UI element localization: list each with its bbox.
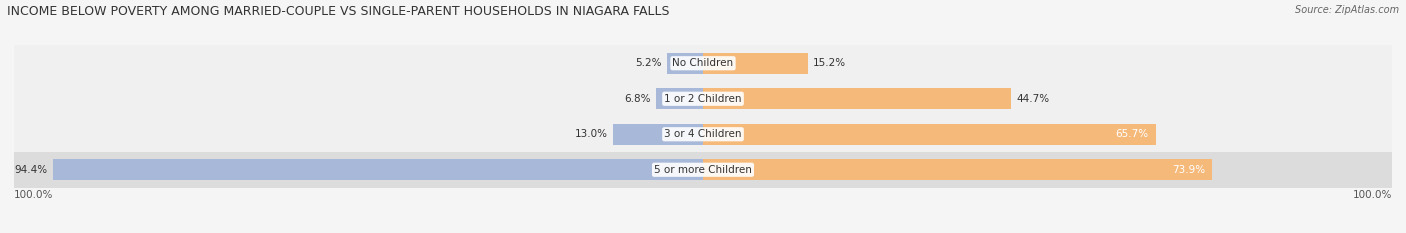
Bar [52, 159, 703, 180]
Text: 100.0%: 100.0% [14, 190, 53, 200]
Text: 6.8%: 6.8% [624, 94, 651, 104]
Bar [613, 123, 703, 145]
Bar [668, 53, 703, 74]
Text: 13.0%: 13.0% [575, 129, 607, 139]
Text: 94.4%: 94.4% [14, 165, 48, 175]
Bar [703, 88, 1011, 110]
Text: Source: ZipAtlas.com: Source: ZipAtlas.com [1295, 5, 1399, 15]
Bar [703, 159, 1212, 180]
Text: INCOME BELOW POVERTY AMONG MARRIED-COUPLE VS SINGLE-PARENT HOUSEHOLDS IN NIAGARA: INCOME BELOW POVERTY AMONG MARRIED-COUPL… [7, 5, 669, 18]
Bar [14, 152, 1392, 188]
Text: 15.2%: 15.2% [813, 58, 846, 68]
Bar [703, 123, 1156, 145]
Text: 5 or more Children: 5 or more Children [654, 165, 752, 175]
Text: No Children: No Children [672, 58, 734, 68]
Bar [14, 45, 1392, 81]
Text: 1 or 2 Children: 1 or 2 Children [664, 94, 742, 104]
Bar [657, 88, 703, 110]
Bar [14, 81, 1392, 116]
Text: 65.7%: 65.7% [1115, 129, 1149, 139]
Text: 5.2%: 5.2% [636, 58, 662, 68]
Bar [703, 53, 807, 74]
Text: 100.0%: 100.0% [1353, 190, 1392, 200]
Text: 73.9%: 73.9% [1173, 165, 1205, 175]
Text: 3 or 4 Children: 3 or 4 Children [664, 129, 742, 139]
Bar [14, 116, 1392, 152]
Text: 44.7%: 44.7% [1017, 94, 1050, 104]
